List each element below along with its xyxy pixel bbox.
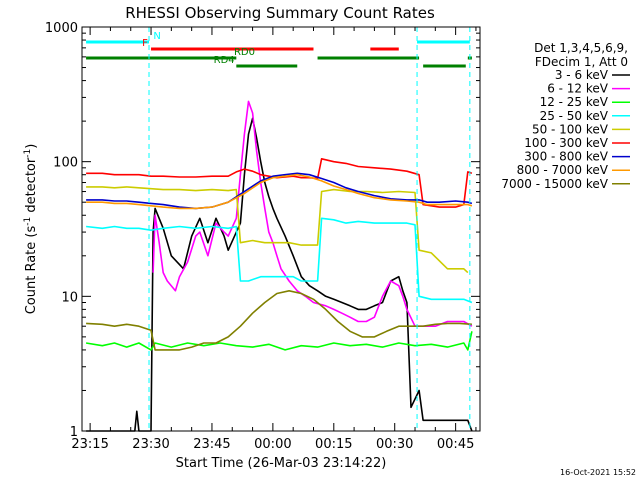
- series-line-100-300-kev: [86, 158, 473, 208]
- x-tick-label-23-15: 23:15: [71, 437, 108, 452]
- series-lines: [85, 100, 473, 432]
- y-axis-label-main: Count Rate (s: [24, 226, 39, 315]
- status-bar-label-rd4: RD4: [214, 55, 235, 66]
- status-bar-label-f: F: [142, 38, 148, 49]
- legend-label-25-50-kev: 25 - 50 keV: [540, 109, 609, 123]
- x-axis-label: Start Time (26-Mar-03 23:14:22): [176, 456, 387, 471]
- series-line-6-12-kev: [152, 100, 473, 327]
- legend-label-3-6-kev: 3 - 6 keV: [555, 68, 609, 82]
- legend-label-7000-15000-kev: 7000 - 15000 keV: [501, 177, 608, 191]
- legend-header-line-1: Det 1,3,4,5,6,9,: [534, 41, 628, 55]
- y-axis-label: Count Rate (s-1 detector-1): [23, 144, 39, 315]
- legend-label-50-100-kev: 50 - 100 keV: [532, 122, 609, 136]
- y-tick-label-100: 100: [53, 156, 78, 171]
- legend-label-12-25-kev: 12 - 25 keV: [540, 95, 609, 109]
- legend-label-800-7000-kev: 800 - 7000 keV: [517, 163, 609, 177]
- series-line-800-7000-kev: [86, 173, 473, 210]
- legend-header-line-2: FDecim 1, Att 0: [535, 55, 628, 69]
- status-bar-label-n: N: [153, 31, 160, 42]
- vertical-markers: [148, 27, 471, 431]
- series-line-50-100-kev: [86, 186, 469, 274]
- series-line-300-800-kev: [86, 172, 473, 210]
- y-tick-label-1000: 1000: [45, 21, 78, 36]
- plot-frame: [81, 26, 481, 432]
- series-line-25-50-kev: [86, 217, 473, 304]
- y-tick-label-10: 10: [61, 290, 78, 305]
- y-axis-label-sup2: -1: [23, 149, 33, 158]
- x-tick-label-00-15: 00:15: [315, 437, 352, 452]
- y-tick-label-1: 1: [70, 425, 78, 440]
- x-tick-label-00-00: 00:00: [254, 437, 291, 452]
- series-line-3-6-kev: [86, 117, 473, 432]
- series-line-12-25-kev: [85, 331, 473, 351]
- chart-title: RHESSI Observing Summary Count Rates: [125, 4, 435, 22]
- legend-label-100-300-kev: 100 - 300 keV: [524, 136, 608, 150]
- series-line-7000-15000-kev: [86, 290, 472, 351]
- footer-date: 16-Oct-2021 15:52: [560, 468, 636, 477]
- x-axis-ticks: 23:15 23:30 23:45 00:00 00:15 00:30 00:45: [71, 27, 477, 452]
- x-tick-label-23-45: 23:45: [193, 437, 230, 452]
- status-bar-label-rd0: RD0: [234, 47, 255, 58]
- y-axis-label-mid: detector: [24, 157, 39, 217]
- x-tick-label-00-30: 00:30: [376, 437, 413, 452]
- legend-label-6-12-kev: 6 - 12 keV: [547, 82, 609, 96]
- y-axis-label-sup1: -1: [23, 217, 33, 226]
- legend: Det 1,3,4,5,6,9, FDecim 1, Att 0 3 - 6 k…: [501, 41, 630, 191]
- y-axis-ticks: 1 10 100 1000: [45, 21, 480, 440]
- x-tick-label-00-45: 00:45: [437, 437, 474, 452]
- x-tick-label-23-30: 23:30: [132, 437, 169, 452]
- legend-label-300-800-kev: 300 - 800 keV: [524, 150, 608, 164]
- y-axis-label-end: ): [24, 144, 39, 149]
